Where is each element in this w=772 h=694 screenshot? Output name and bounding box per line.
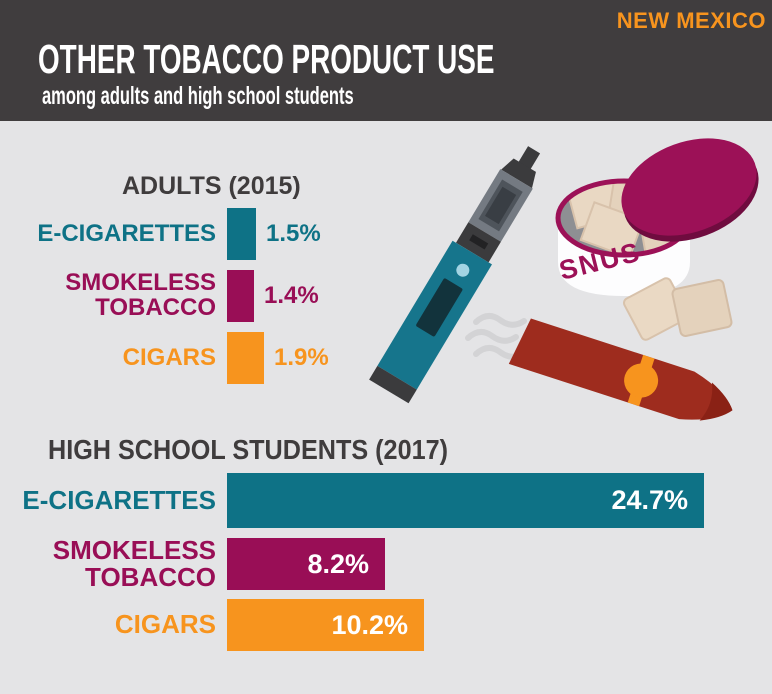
ecigarettes-bar [227,208,256,260]
bar-value: 1.5% [266,220,321,247]
adults-row-cigars: CIGARS 1.9% [0,332,480,384]
vape-pen-icon [369,146,541,404]
hs-row-cigars: CIGARS 10.2% [0,599,772,651]
hs-chart-heading: HIGH SCHOOL STUDENTS (2017) [48,434,449,465]
bar-label-ecigarettes: E-CIGARETTES [37,219,216,247]
bar-value: 10.2% [331,609,408,640]
bar-label-cigars: CIGARS [114,609,216,640]
bar-value: 24.7% [611,485,688,515]
cigars-bar [227,332,264,384]
bar-value: 1.4% [264,282,319,309]
cigar-icon [508,318,733,421]
cigars-bar: 10.2% [227,599,424,651]
vape-button [456,263,470,277]
bar-label-ecigarettes: E-CIGARETTES [22,484,216,515]
adults-row-ecigarettes: E-CIGARETTES 1.5% [0,208,480,260]
cigar-band [624,354,659,407]
bar-label-smokeless-tobacco: SMOKELESS TOBACCO [65,269,216,321]
header: NEW MEXICO OTHER TOBACCO PRODUCT USE amo… [0,0,772,121]
hs-row-smokeless-tobacco: SMOKELESS TOBACCO 8.2% [0,534,772,592]
page-subtitle: among adults and high school students [42,82,354,110]
smokeless-tobacco-bar [227,270,254,322]
adults-row-smokeless-tobacco: SMOKELESS TOBACCO 1.4% [0,270,480,322]
page-title: OTHER TOBACCO PRODUCT USE [38,36,495,82]
ecigarettes-bar: 24.7% [227,473,704,528]
state-badge: NEW MEXICO [616,8,766,33]
adults-chart-heading: ADULTS (2015) [122,172,301,200]
bar-label-smokeless-tobacco: SMOKELESS TOBACCO [52,534,216,592]
hs-row-ecigarettes: E-CIGARETTES 24.7% [0,473,772,528]
bar-label-cigars: CIGARS [122,343,216,371]
bar-value: 1.9% [274,344,329,371]
snus-pouch-icon [623,277,733,341]
smokeless-tobacco-bar: 8.2% [227,538,385,590]
snus-lid [621,138,759,242]
tobacco-products-illustration: SNUS [369,138,759,421]
adults-chart: E-CIGARETTES 1.5% SMOKELESS TOBACCO 1.4%… [0,208,480,394]
hs-chart: E-CIGARETTES 24.7% SMOKELESS TOBACCO 8.2… [0,473,772,661]
bar-value: 8.2% [307,548,369,579]
